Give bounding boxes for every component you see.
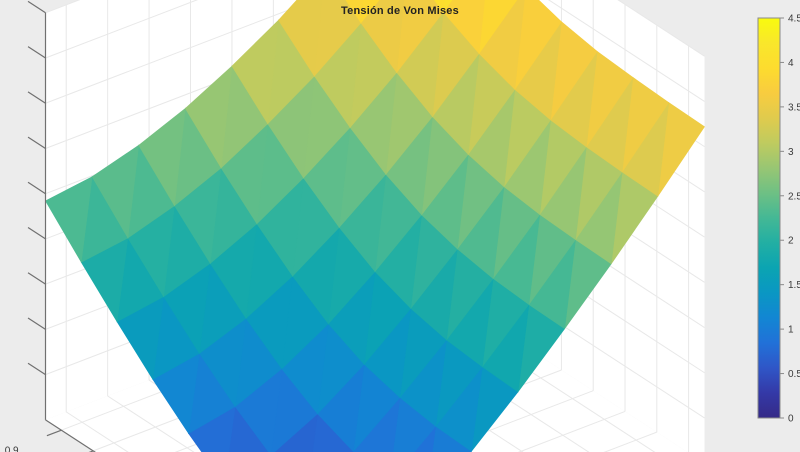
colorbar-tick-label: 1.5 [788,280,800,291]
colorbar-tick-label: 2.5 [788,191,800,202]
colorbar-tick-label: 4.5 [788,14,800,25]
colorbar-tick-label: 0.5 [788,369,800,380]
tick-label: 0.9 [5,445,19,452]
colorbar-tick-label: 1 [788,325,794,336]
axes-tick-labels: -0.8-0.6-0.4-0.200.20.40.60.8x0.90.80.70… [5,445,19,452]
colorbar-ticks: 0 0.5 1 1.5 2 2.5 3 3.5 4 4.5 [780,14,800,425]
surface-mesh [45,0,705,452]
colorbar-gradient [757,17,781,419]
page-title: Tensión de Von Mises [341,5,459,17]
colorbar-tick-label: 3.5 [788,102,800,113]
axes-lines-ticks [27,0,96,452]
colorbar-tick-label: 0 [788,414,794,425]
colorbar-tick-label: 3 [788,147,794,158]
colorbar[interactable]: 0 0.5 1 1.5 2 2.5 3 3.5 4 4.5 [757,14,800,425]
colorbar-tick-label: 2 [788,236,794,247]
colorbar-tick-label: 4 [788,58,794,69]
